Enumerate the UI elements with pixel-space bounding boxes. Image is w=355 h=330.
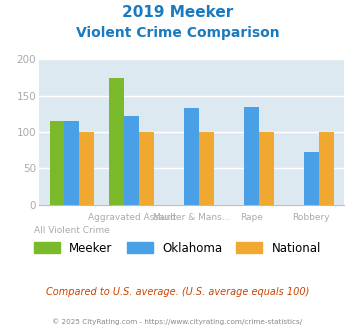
Bar — [124, 116, 139, 205]
Bar — [319, 132, 334, 205]
Bar — [259, 132, 274, 205]
Text: Murder & Mans...: Murder & Mans... — [153, 213, 230, 222]
Text: 2019 Meeker: 2019 Meeker — [122, 5, 233, 20]
Bar — [184, 108, 199, 205]
Text: Violent Crime Comparison: Violent Crime Comparison — [76, 26, 279, 40]
Text: All Violent Crime: All Violent Crime — [34, 226, 110, 235]
Bar — [139, 132, 154, 205]
Bar — [65, 121, 80, 205]
Bar — [199, 132, 214, 205]
Text: Aggravated Assault: Aggravated Assault — [88, 213, 176, 222]
Bar — [244, 107, 259, 205]
Text: © 2025 CityRating.com - https://www.cityrating.com/crime-statistics/: © 2025 CityRating.com - https://www.city… — [53, 318, 302, 325]
Bar — [50, 121, 65, 205]
Bar — [109, 78, 124, 205]
Text: Compared to U.S. average. (U.S. average equals 100): Compared to U.S. average. (U.S. average … — [46, 287, 309, 297]
Text: Rape: Rape — [240, 213, 263, 222]
Text: Robbery: Robbery — [293, 213, 330, 222]
Bar — [80, 132, 94, 205]
Legend: Meeker, Oklahoma, National: Meeker, Oklahoma, National — [29, 237, 326, 259]
Bar — [304, 151, 319, 205]
